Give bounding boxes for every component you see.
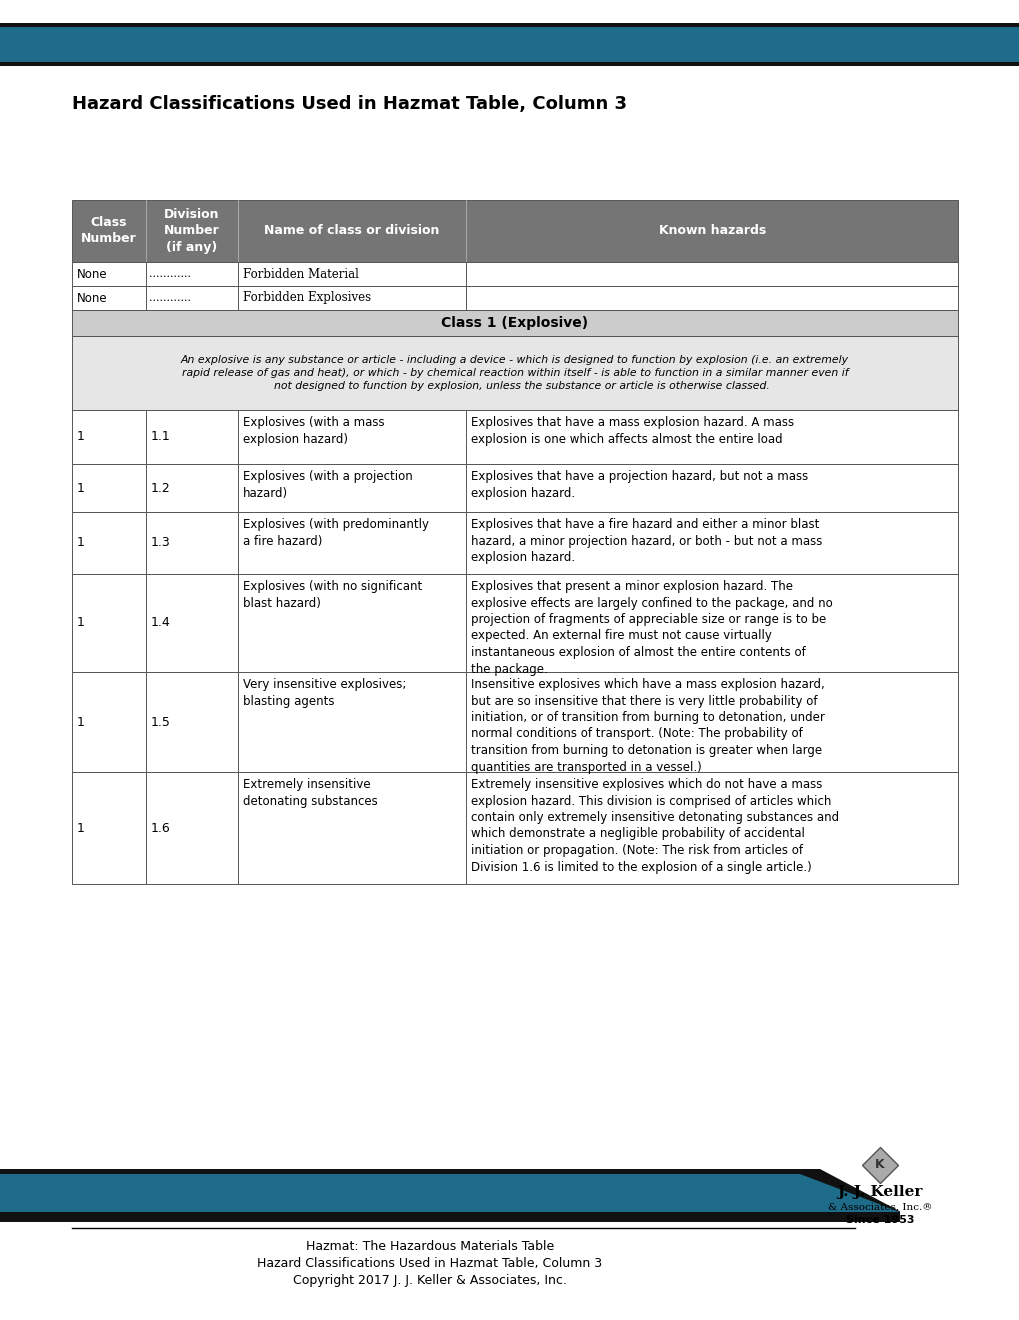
Text: Division
Number
(if any): Division Number (if any) (164, 209, 219, 253)
Bar (0, 22, 1019, 26)
Bar (72, 261, 957, 286)
Text: ............: ............ (149, 269, 191, 279)
Text: & Associates, Inc.®: & Associates, Inc.® (827, 1203, 931, 1212)
Text: None: None (76, 268, 108, 281)
Text: Hazard Classifications Used in Hazmat Table, Column 3: Hazard Classifications Used in Hazmat Ta… (257, 1257, 602, 1270)
Polygon shape (699, 1170, 919, 1222)
Text: Explosives that present a minor explosion hazard. The
explosive effects are larg: Explosives that present a minor explosio… (471, 579, 833, 676)
Bar (72, 465, 957, 512)
Bar (0, 1170, 759, 1173)
Text: Explosives that have a mass explosion hazard. A mass
explosion is one which affe: Explosives that have a mass explosion ha… (471, 416, 794, 446)
Bar (899, 1150, 1019, 1239)
Text: 1: 1 (76, 430, 85, 444)
Text: Hazard Classifications Used in Hazmat Table, Column 3: Hazard Classifications Used in Hazmat Ta… (72, 95, 627, 114)
Text: Insensitive explosives which have a mass explosion hazard,
but are so insensitiv: Insensitive explosives which have a mass… (471, 678, 824, 774)
Text: 1: 1 (76, 821, 85, 834)
Text: 1.1: 1.1 (151, 430, 170, 444)
Text: 1: 1 (76, 482, 85, 495)
Text: 1: 1 (76, 616, 85, 630)
Text: 1: 1 (76, 536, 85, 549)
Bar (0, 1212, 759, 1222)
Text: 1.2: 1.2 (151, 482, 170, 495)
Text: Name of class or division: Name of class or division (264, 224, 439, 238)
Text: Class 1 (Explosive): Class 1 (Explosive) (441, 315, 588, 330)
Text: Explosives (with no significant
blast hazard): Explosives (with no significant blast ha… (243, 579, 422, 610)
Text: Forbidden Material: Forbidden Material (243, 268, 359, 281)
Text: 1.6: 1.6 (151, 821, 170, 834)
Text: An explosive is any substance or article - including a device - which is designe: An explosive is any substance or article… (180, 355, 848, 391)
Text: Copyright 2017 J. J. Keller & Associates, Inc.: Copyright 2017 J. J. Keller & Associates… (292, 1274, 567, 1287)
Text: None: None (76, 292, 108, 305)
Text: Explosives (with a mass
explosion hazard): Explosives (with a mass explosion hazard… (243, 416, 384, 446)
Text: Explosives (with predominantly
a fire hazard): Explosives (with predominantly a fire ha… (243, 517, 428, 548)
Bar (72, 512, 957, 574)
Bar (72, 411, 957, 465)
Bar (0, 26, 1019, 62)
Text: 1.5: 1.5 (151, 715, 170, 729)
Text: Very insensitive explosives;
blasting agents: Very insensitive explosives; blasting ag… (243, 678, 406, 708)
Bar (72, 310, 957, 337)
Text: ............: ............ (149, 293, 191, 304)
Text: Forbidden Explosives: Forbidden Explosives (243, 292, 371, 305)
Bar (72, 337, 957, 411)
Text: Extremely insensitive
detonating substances: Extremely insensitive detonating substan… (243, 777, 377, 808)
Text: Extremely insensitive explosives which do not have a mass
explosion hazard. This: Extremely insensitive explosives which d… (471, 777, 839, 874)
Bar (72, 672, 957, 772)
Text: J. J. Keller: J. J. Keller (837, 1185, 922, 1199)
Text: Since 1953: Since 1953 (845, 1214, 913, 1225)
Bar (72, 772, 957, 884)
Bar (72, 201, 957, 261)
Text: Class
Number: Class Number (81, 216, 137, 246)
Text: Explosives that have a projection hazard, but not a mass
explosion hazard.: Explosives that have a projection hazard… (471, 470, 808, 499)
Text: 1.4: 1.4 (151, 616, 170, 630)
Text: Hazmat: The Hazardous Materials Table: Hazmat: The Hazardous Materials Table (306, 1239, 553, 1253)
Bar (0, 62, 1019, 66)
Bar (72, 286, 957, 310)
Text: 1.3: 1.3 (151, 536, 170, 549)
Text: Explosives (with a projection
hazard): Explosives (with a projection hazard) (243, 470, 412, 499)
Text: Known hazards: Known hazards (658, 224, 765, 238)
Bar (72, 574, 957, 672)
Polygon shape (699, 1173, 899, 1212)
Text: Explosives that have a fire hazard and either a minor blast
hazard, a minor proj: Explosives that have a fire hazard and e… (471, 517, 822, 564)
Text: K: K (874, 1159, 883, 1172)
Text: 1: 1 (76, 715, 85, 729)
Bar (0, 1173, 759, 1212)
